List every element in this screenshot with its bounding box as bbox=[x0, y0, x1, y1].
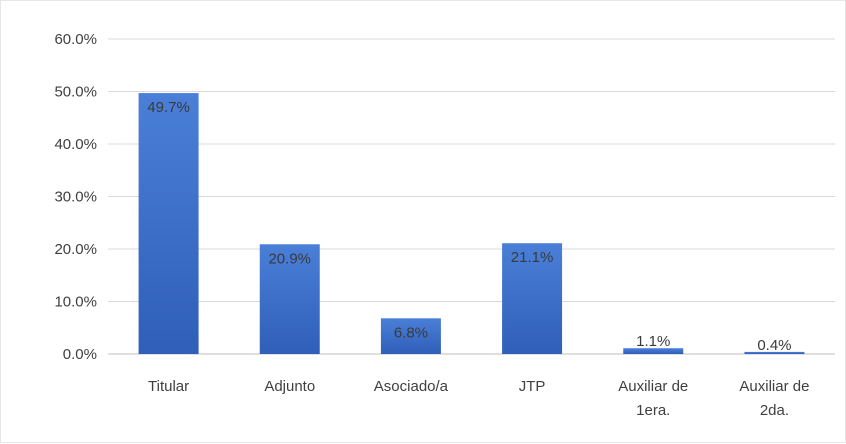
bar bbox=[623, 348, 684, 354]
bar bbox=[380, 318, 441, 354]
x-category-label: 1era. bbox=[636, 402, 670, 419]
x-category-label: 2da. bbox=[760, 402, 789, 419]
bar bbox=[138, 93, 199, 354]
y-tick-label: 10.0% bbox=[54, 294, 97, 311]
data-label: 1.1% bbox=[636, 333, 670, 350]
bar bbox=[502, 243, 563, 354]
x-category-label: Auxiliar de bbox=[618, 378, 688, 395]
y-tick-label: 0.0% bbox=[63, 346, 97, 363]
y-tick-label: 20.0% bbox=[54, 241, 97, 258]
x-category-label: JTP bbox=[519, 378, 546, 395]
data-label: 6.8% bbox=[394, 324, 428, 341]
x-category-label: Auxiliar de bbox=[739, 378, 809, 395]
y-tick-label: 30.0% bbox=[54, 189, 97, 206]
data-label: 49.7% bbox=[147, 99, 190, 116]
data-label: 21.1% bbox=[511, 249, 554, 266]
y-tick-label: 60.0% bbox=[54, 31, 97, 48]
data-label: 0.4% bbox=[757, 337, 791, 354]
x-category-label: Titular bbox=[148, 378, 189, 395]
y-tick-label: 40.0% bbox=[54, 136, 97, 153]
bar bbox=[744, 351, 805, 354]
x-category-label: Asociado/a bbox=[374, 378, 449, 395]
y-tick-label: 50.0% bbox=[54, 84, 97, 101]
bar bbox=[259, 244, 320, 354]
data-label: 20.9% bbox=[268, 250, 311, 267]
x-category-label: Adjunto bbox=[264, 378, 315, 395]
